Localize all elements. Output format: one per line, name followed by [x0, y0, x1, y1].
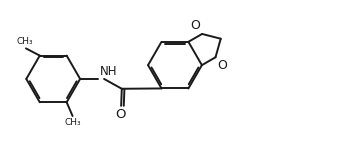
Text: O: O — [190, 19, 200, 32]
Text: NH: NH — [100, 65, 117, 78]
Text: CH₃: CH₃ — [16, 37, 33, 46]
Text: O: O — [218, 59, 227, 72]
Text: CH₃: CH₃ — [65, 118, 82, 127]
Text: O: O — [116, 108, 126, 121]
